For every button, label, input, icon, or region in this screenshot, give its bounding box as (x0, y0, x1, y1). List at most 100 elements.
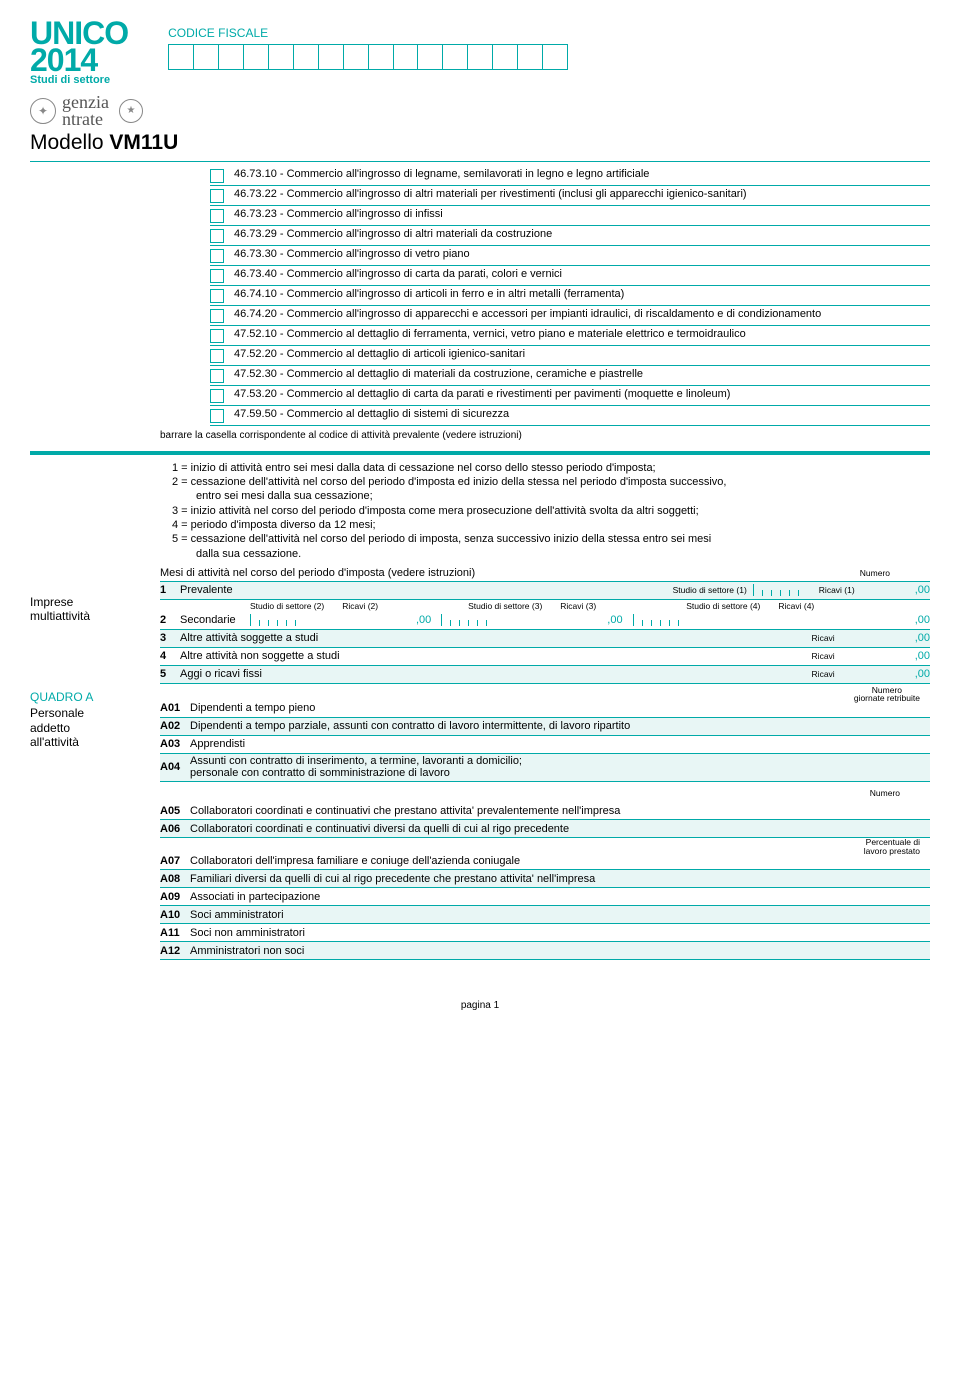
row-code: A03 (160, 738, 190, 750)
quadro-a-sub2: addetto (30, 721, 150, 735)
hdr-r4: Ricavi (4) (778, 601, 814, 611)
quadro-a-row: A02Dipendenti a tempo parziale, assunti … (160, 718, 930, 736)
quadro-a-row: A09Associati in partecipazione (160, 888, 930, 906)
modello-prefix: Modello (30, 131, 109, 154)
suffix-2a: ,00 (416, 614, 431, 626)
row-code: A01 (160, 702, 190, 714)
row-code: A08 (160, 873, 190, 885)
activity-checkbox[interactable] (210, 269, 224, 283)
row-code: A11 (160, 927, 190, 939)
logo-block: UNICO 2014 Studi di settore (30, 20, 128, 86)
activity-checkbox[interactable] (210, 389, 224, 403)
row-label: Aggi o ricavi fissi (180, 668, 262, 680)
activity-text: 46.73.23 - Commercio all'ingrosso di inf… (234, 208, 443, 222)
activity-checkbox[interactable] (210, 189, 224, 203)
row-label: Assunti con contratto di inserimento, a … (190, 755, 522, 780)
activity-checkbox[interactable] (210, 169, 224, 183)
body: 46.73.10 - Commercio all'ingrosso di leg… (30, 166, 930, 441)
row-label: Soci amministratori (190, 909, 284, 921)
activity-row: 46.74.20 - Commercio all'ingrosso di app… (210, 306, 930, 326)
quadro-a-sub1: Personale (30, 706, 150, 720)
row-code: A06 (160, 823, 190, 835)
studio2-field[interactable] (250, 614, 296, 626)
hdr-s3: Studio di settore (3) (468, 601, 542, 611)
quadro-a-row: A12Amministratori non soci (160, 942, 930, 960)
activity-text: 46.73.10 - Commercio all'ingrosso di leg… (234, 168, 649, 182)
legend-line: 3 = inizio attività nel corso del period… (172, 504, 930, 518)
activity-text: 47.52.10 - Commercio al dettaglio di fer… (234, 328, 746, 342)
codice-fiscale-input[interactable] (168, 44, 568, 70)
studio3-field[interactable] (441, 614, 487, 626)
row2-header: Studio di settore (2) Ricavi (2) Studio … (160, 600, 930, 612)
quadro-a-row: A03Apprendisti (160, 736, 930, 754)
activity-row: 47.52.10 - Commercio al dettaglio di fer… (210, 326, 930, 346)
imprese-row: 4 Altre attività non soggette a studi Rica… (160, 648, 930, 666)
ricavi1-label: Ricavi (1) (819, 585, 855, 595)
activity-row: 47.59.50 - Commercio al dettaglio di sis… (210, 406, 930, 426)
row-num: 4 (160, 650, 174, 662)
activity-row: 47.52.20 - Commercio al dettaglio di art… (210, 346, 930, 366)
activity-row: 46.74.10 - Commercio all'ingrosso di art… (210, 286, 930, 306)
agenzia-text: genzia ntrate (62, 94, 109, 126)
activity-checkbox[interactable] (210, 309, 224, 323)
quadro-a-title: QUADRO A (30, 690, 150, 704)
activity-checkbox[interactable] (210, 249, 224, 263)
left-sidebar (30, 166, 160, 441)
row-label: Familiari diversi da quelli di cui al ri… (190, 873, 595, 885)
row-code: A10 (160, 909, 190, 921)
legend-line: 1 = inizio di attività entro sei mesi da… (172, 461, 930, 475)
activity-row: 46.73.30 - Commercio all'ingrosso di vet… (210, 246, 930, 266)
numero-label-2: Numero (870, 788, 900, 798)
quadro-a-right: Numero giornate retribuite A01Dipendenti… (160, 686, 930, 960)
ricavi-label: Ricavi (812, 669, 835, 679)
row-code: A12 (160, 945, 190, 957)
activity-row: 46.73.10 - Commercio all'ingrosso di leg… (210, 166, 930, 186)
activity-row: 46.73.29 - Commercio all'ingrosso di alt… (210, 226, 930, 246)
row-num-2: 2 (160, 614, 174, 626)
ricavi-label: Ricavi (812, 651, 835, 661)
studio1-label: Studio di settore (1) (673, 585, 747, 595)
subtitle: Studi di settore (30, 74, 128, 86)
activity-checkbox[interactable] (210, 329, 224, 343)
quadro-a-hdr3: Percentuale di lavoro prestato (160, 838, 930, 852)
row-num-1: 1 (160, 584, 174, 596)
studio1-field[interactable] (753, 584, 799, 596)
suffix-1: ,00 (915, 584, 930, 596)
modello-title: Modello VM11U (30, 131, 930, 162)
activity-row: 46.73.22 - Commercio all'ingrosso di alt… (210, 186, 930, 206)
row-secondarie: 2 Secondarie ,00 ,00 ,00 (160, 612, 930, 630)
codice-fiscale-block: CODICE FISCALE (168, 20, 930, 70)
hdr-r2: Ricavi (2) (342, 601, 378, 611)
mesi-label: Mesi di attività nel corso del periodo d… (160, 567, 860, 579)
quadro-a-row: A11Soci non amministratori (160, 924, 930, 942)
activity-checkbox[interactable] (210, 369, 224, 383)
divider (30, 451, 930, 455)
activity-checkbox[interactable] (210, 209, 224, 223)
activity-row: 46.73.23 - Commercio all'ingrosso di inf… (210, 206, 930, 226)
row-code: A07 (160, 855, 190, 867)
row-label: Altre attività non soggette a studi (180, 650, 340, 662)
quadro-a-row: A04Assunti con contratto di inserimento,… (160, 754, 930, 782)
quadro-a-row: A01Dipendenti a tempo pieno (160, 700, 930, 718)
agenzia-icon: ✦ (30, 98, 56, 124)
suffix-2b: ,00 (607, 614, 622, 626)
quadro-a-left: QUADRO A Personale addetto all'attività (30, 686, 160, 960)
year: 2014 (30, 47, 128, 74)
activity-checkbox[interactable] (210, 349, 224, 363)
hdr-s4: Studio di settore (4) (686, 601, 760, 611)
activity-checkbox[interactable] (210, 229, 224, 243)
row-prevalente: 1 Prevalente Studio di settore (1) Ricav… (160, 582, 930, 600)
row-label: Apprendisti (190, 738, 245, 750)
row-code: A09 (160, 891, 190, 903)
activity-text: 47.53.20 - Commercio al dettaglio di car… (234, 388, 730, 402)
imprese-label-1: Imprese (30, 595, 150, 609)
activity-checkbox[interactable] (210, 409, 224, 423)
row-label: Collaboratori coordinati e continuativi … (190, 823, 569, 835)
activity-text: 46.73.40 - Commercio all'ingrosso di car… (234, 268, 562, 282)
studio4-field[interactable] (633, 614, 679, 626)
imprese-label-2: multiattività (30, 609, 150, 623)
agenzia-line2: ntrate (62, 109, 103, 129)
quadro-a-sub3: all'attività (30, 735, 150, 749)
activity-checkbox[interactable] (210, 289, 224, 303)
suffix: ,00 (915, 668, 930, 680)
